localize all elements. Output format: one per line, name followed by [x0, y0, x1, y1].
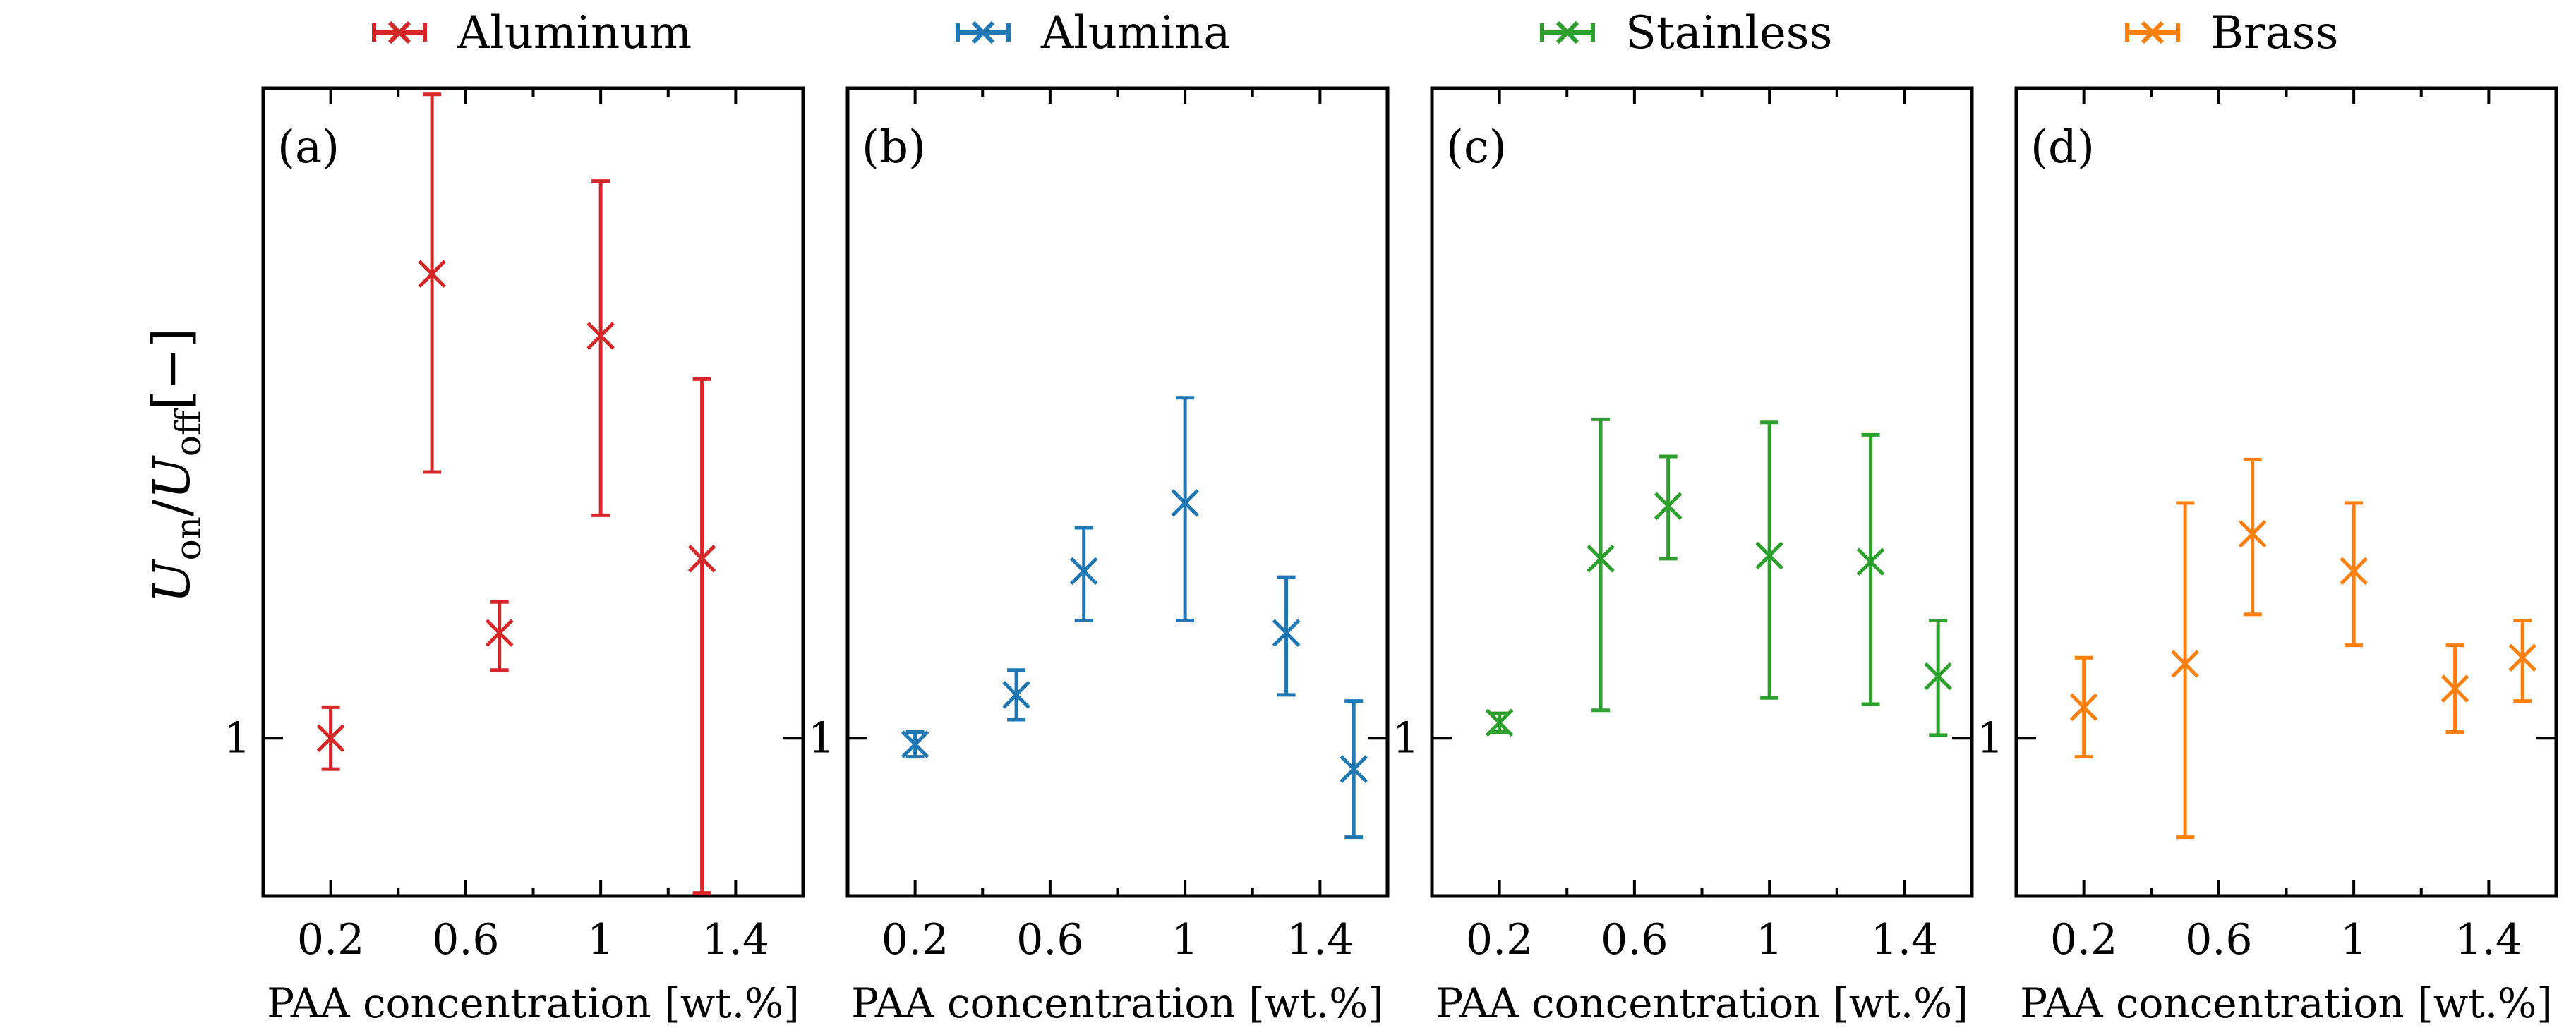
data-point [316, 705, 345, 771]
data-point [418, 92, 446, 474]
data-point [2238, 457, 2267, 617]
x-marker [1002, 681, 1030, 709]
legend-marker-icon [387, 20, 411, 44]
legend-item-brass: Brass [2125, 7, 2338, 59]
data-point [2069, 655, 2098, 759]
x-tick-label: 0.2 [297, 915, 364, 964]
data-point [1856, 432, 1885, 706]
x-marker [2069, 693, 2098, 722]
x-tick-label: 1.4 [1287, 915, 1354, 964]
panel-b: 0.2 0.6 1 1.4 1 (b) PAA concentration [wt.%] [808, 86, 1390, 1027]
panels: 0.2 0.6 1 1.41(a)PAA concentration [wt.%]0.… [224, 86, 2558, 1027]
x-marker [1856, 547, 1885, 576]
y-axis-label: Uon/Uoff[−] [142, 328, 209, 603]
y-tick-label: 1 [1977, 713, 2004, 763]
data-point [687, 377, 716, 895]
legend-item-stainless: Stainless [1540, 7, 1832, 59]
x-marker [2440, 674, 2469, 703]
plot-frame [261, 86, 805, 898]
legend-marker-icon [971, 20, 995, 44]
legend-label: Aluminum [457, 7, 692, 59]
data-point [1002, 668, 1030, 722]
data-point [1924, 619, 1952, 737]
x-tick-label: 1 [1756, 915, 1783, 964]
data-point [2340, 501, 2368, 648]
x-marker [1654, 492, 1683, 521]
legend-item-alumina: Alumina [956, 7, 1230, 59]
y-tick-label: 1 [808, 713, 835, 763]
legend-marker-icon [2141, 20, 2165, 44]
data-point [901, 730, 929, 759]
legend-label: Stainless [1625, 7, 1832, 59]
plot-frame [845, 86, 1390, 898]
data-point [1485, 708, 1514, 737]
data-point [1587, 417, 1615, 713]
panel-c: 0.2 0.6 1 1.4 1 (c) PAA concentration [wt.%] [1392, 86, 1974, 1027]
x-tick-label: 1.4 [2455, 915, 2522, 964]
x-marker [2238, 519, 2267, 548]
data-point [1340, 699, 1368, 840]
x-marker [1069, 557, 1098, 586]
x-tick-label: 0.2 [881, 915, 949, 964]
legend-label: Brass [2210, 7, 2338, 59]
data-point [1171, 396, 1199, 623]
data-point [2508, 619, 2536, 703]
x-marker [1340, 755, 1368, 783]
panel-label: (c) [1446, 121, 1507, 174]
x-marker [901, 730, 929, 758]
x-marker [1485, 708, 1514, 737]
x-tick-label: 0.2 [2050, 915, 2117, 964]
panel-d: 0.2 0.6 1 1.4 1 (d) PAA concentration [wt.%] [1977, 86, 2558, 1027]
x-tick-label: 0.6 [432, 915, 499, 964]
data-point [1272, 575, 1301, 697]
plot-frame [1430, 86, 1974, 898]
x-marker [485, 619, 514, 647]
data-point [1069, 526, 1098, 623]
x-tick-label: 1.4 [1871, 915, 1938, 964]
x-axis-label: PAA concentration [wt.%] [267, 979, 800, 1027]
x-marker [1924, 662, 1952, 691]
x-marker [1587, 545, 1615, 573]
plot-frame [2014, 86, 2558, 898]
x-tick-label: 0.6 [1601, 915, 1668, 964]
x-tick-label: 1 [2340, 915, 2367, 964]
x-tick-label: 1 [587, 915, 614, 964]
legend-label: Alumina [1040, 7, 1230, 59]
x-marker [2340, 557, 2368, 586]
x-marker [586, 322, 615, 350]
x-tick-label: 0.2 [1466, 915, 1533, 964]
legend-item-aluminum: Aluminum [372, 7, 692, 59]
y-tick-label: 1 [1392, 713, 1419, 763]
x-marker [1755, 541, 1783, 570]
x-marker [2508, 643, 2536, 672]
legend-marker-icon [1555, 20, 1579, 44]
x-axis-label: PAA concentration [wt.%] [1436, 979, 1968, 1027]
x-tick-label: 1 [1172, 915, 1198, 964]
x-tick-label: 0.6 [1016, 915, 1083, 964]
data-point [1755, 420, 1783, 700]
x-marker [1171, 489, 1199, 517]
x-marker [1272, 619, 1301, 647]
y-tick-label: 1 [224, 713, 251, 763]
x-marker [687, 545, 716, 573]
data-point [485, 600, 514, 672]
panel-label: (b) [862, 121, 926, 174]
x-tick-label: 1.4 [702, 915, 769, 964]
data-point [1654, 454, 1683, 561]
data-point [2440, 643, 2469, 734]
x-marker [316, 724, 345, 753]
x-tick-label: 0.6 [2185, 915, 2252, 964]
x-marker [418, 260, 446, 288]
data-point [2171, 501, 2199, 840]
panel-label: (a) [277, 121, 339, 174]
x-axis-label: PAA concentration [wt.%] [2020, 979, 2553, 1027]
panel-label: (d) [2030, 121, 2095, 174]
legend: Aluminum Alumina Stainless Brass [372, 7, 2338, 59]
panel-a: 0.2 0.6 1 1.4 1 (a) PAA concentration [wt.%] [224, 86, 805, 1027]
data-point [586, 179, 615, 517]
x-axis-label: PAA concentration [wt.%] [851, 979, 1384, 1027]
x-marker [2171, 650, 2199, 678]
